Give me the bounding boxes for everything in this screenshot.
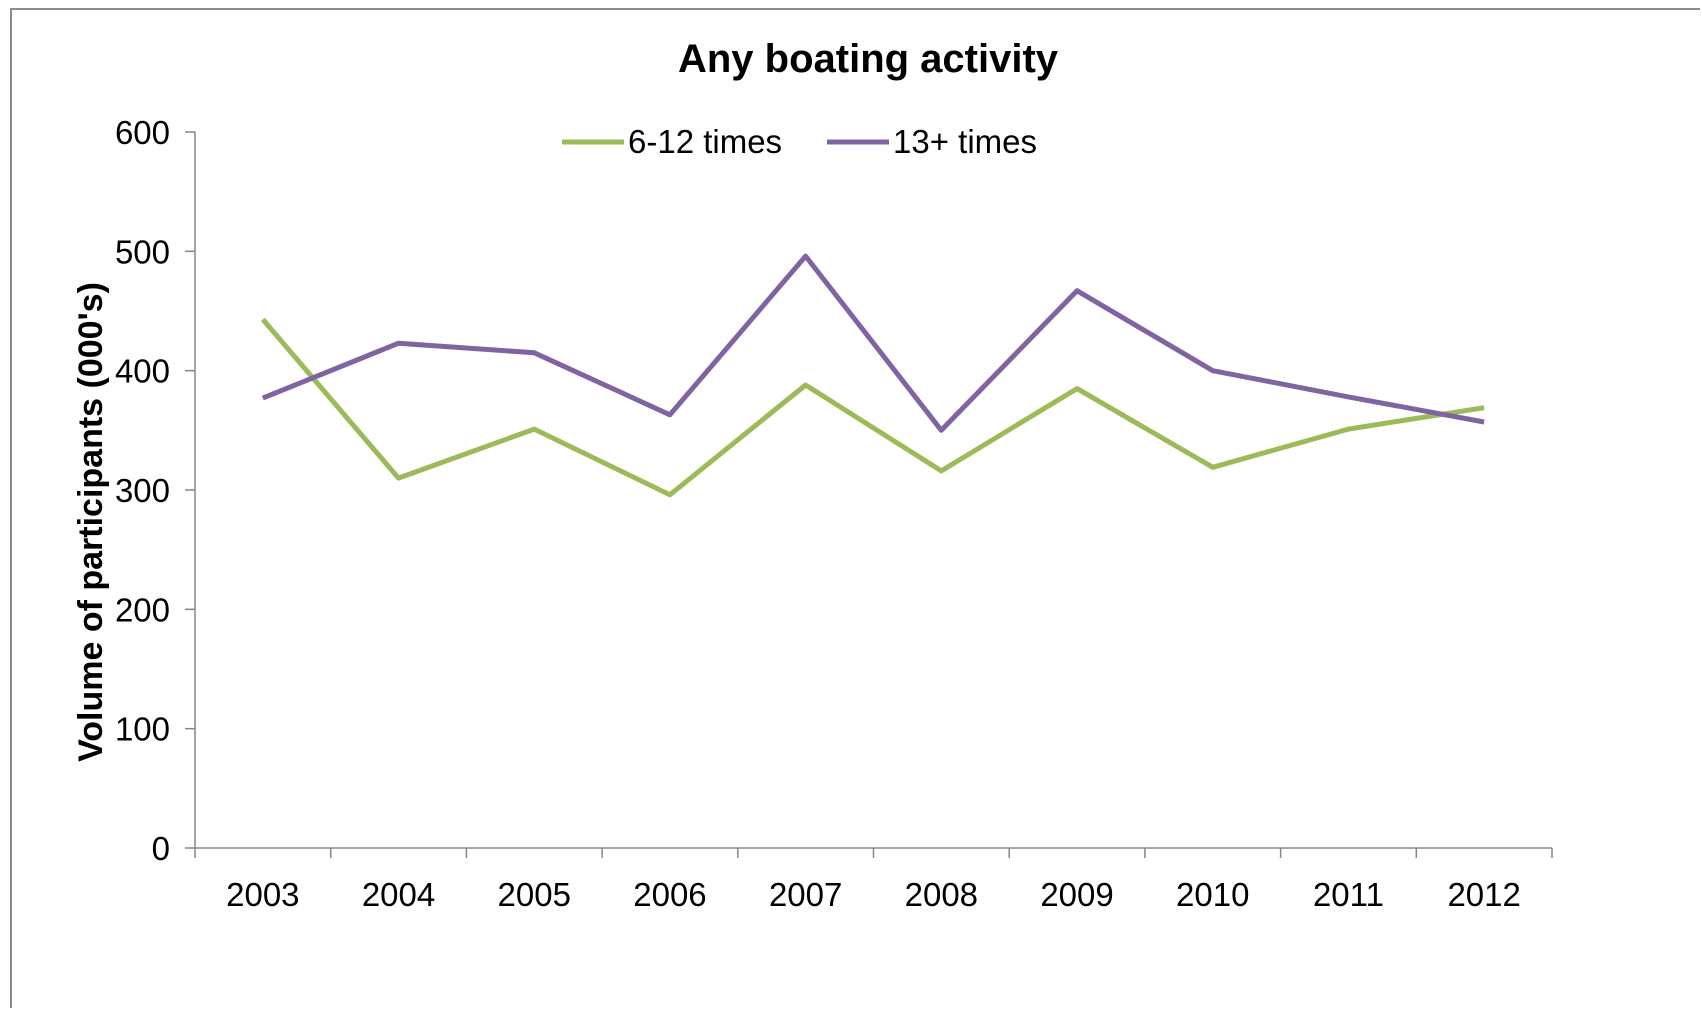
x-tick-label: 2007	[769, 876, 842, 913]
x-tick-label: 2008	[905, 876, 978, 913]
line-chart: Any boating activity Volume of participa…	[72, 37, 1553, 913]
y-tick-label: 300	[115, 472, 170, 509]
y-tick-label: 600	[115, 114, 170, 151]
x-tick-label: 2012	[1447, 876, 1520, 913]
tick-labels: 0 100 200 300 400 500 600 2003 2004 2005 2006 2007 2…	[115, 114, 1521, 913]
legend: 6-12 times 13+ times	[562, 123, 1037, 160]
y-tick-label: 100	[115, 711, 170, 748]
x-tick-label: 2004	[362, 876, 435, 913]
legend-label-2: 13+ times	[893, 123, 1037, 160]
x-tick-label: 2006	[633, 876, 706, 913]
y-tick-label: 500	[115, 233, 170, 270]
y-tick-label: 400	[115, 353, 170, 390]
x-tick-label: 2010	[1176, 876, 1249, 913]
chart-frame: Any boating activity Volume of participa…	[10, 8, 1700, 1008]
x-tick-label: 2009	[1040, 876, 1113, 913]
y-tick-label: 0	[152, 830, 170, 867]
legend-label-1: 6-12 times	[628, 123, 782, 160]
x-tick-label: 2005	[498, 876, 571, 913]
y-tick-label: 200	[115, 591, 170, 628]
x-tick-label: 2011	[1313, 876, 1384, 913]
chart-title: Any boating activity	[678, 37, 1059, 81]
y-axis-title: Volume of participants (000's)	[72, 282, 110, 762]
series-line-2	[261, 253, 1485, 433]
series-line-1	[260, 317, 1485, 498]
x-tick-label: 2003	[226, 876, 299, 913]
series-lines	[260, 253, 1485, 498]
y-axis-title-group: Volume of participants (000's)	[72, 282, 110, 762]
axes	[185, 131, 1553, 858]
